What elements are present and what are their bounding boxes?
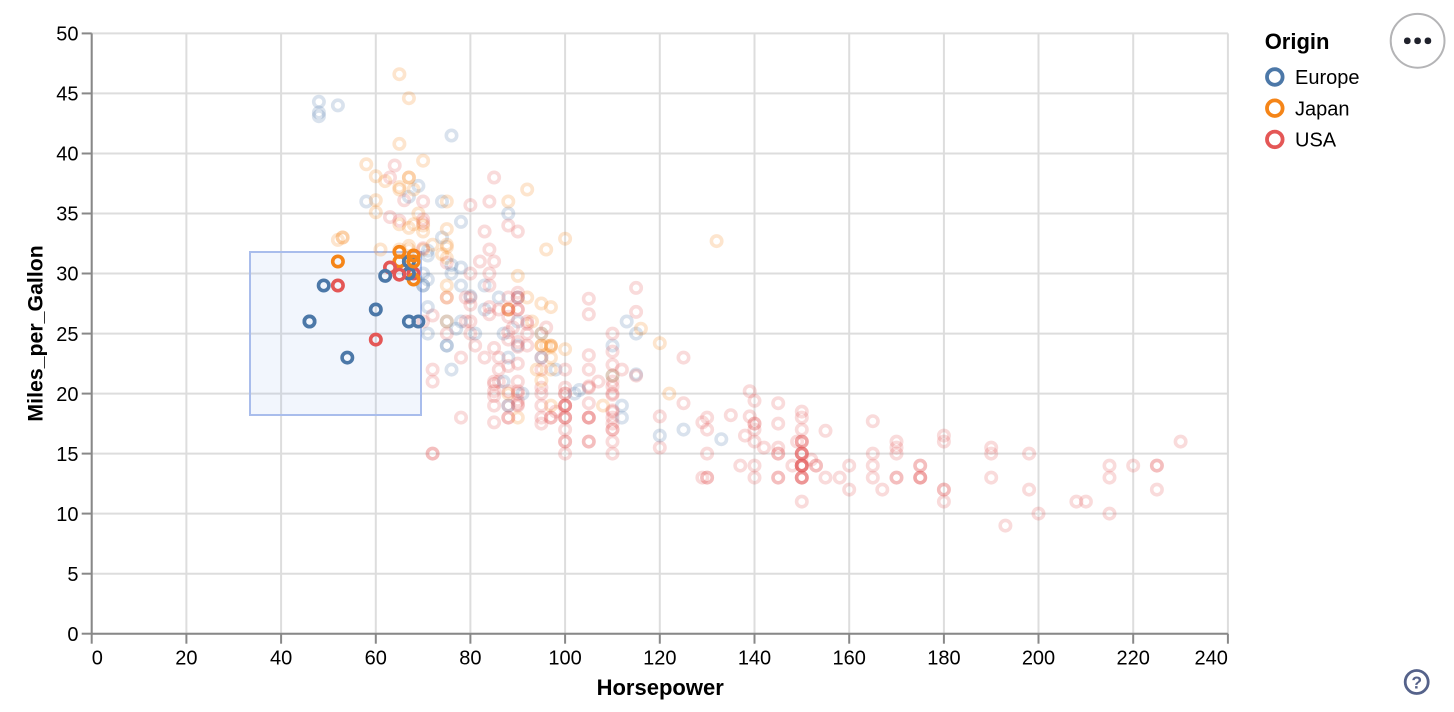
svg-text:200: 200 (1022, 648, 1055, 670)
svg-text:35: 35 (56, 204, 78, 226)
svg-text:10: 10 (56, 504, 78, 526)
svg-text:30: 30 (56, 264, 78, 286)
svg-text:120: 120 (643, 648, 676, 670)
svg-text:160: 160 (833, 648, 866, 670)
svg-text:100: 100 (548, 648, 581, 670)
svg-text:?: ? (1411, 673, 1422, 693)
svg-text:220: 220 (1117, 648, 1150, 670)
svg-text:140: 140 (738, 648, 771, 670)
svg-text:45: 45 (56, 84, 78, 106)
svg-text:Origin: Origin (1265, 29, 1330, 54)
svg-text:Miles_per_Gallon: Miles_per_Gallon (24, 245, 48, 421)
svg-text:40: 40 (270, 648, 292, 670)
svg-text:20: 20 (175, 648, 197, 670)
svg-text:Japan: Japan (1295, 98, 1350, 120)
svg-text:240: 240 (1195, 648, 1228, 670)
svg-text:15: 15 (56, 444, 78, 466)
svg-text:25: 25 (56, 324, 78, 346)
svg-text:0: 0 (92, 648, 103, 670)
svg-text:80: 80 (459, 648, 481, 670)
svg-text:20: 20 (56, 384, 78, 406)
svg-text:60: 60 (365, 648, 387, 670)
svg-text:50: 50 (56, 24, 78, 46)
svg-text:0: 0 (67, 624, 78, 646)
svg-text:180: 180 (927, 648, 960, 670)
svg-text:USA: USA (1295, 130, 1337, 152)
svg-text:40: 40 (56, 144, 78, 166)
svg-text:5: 5 (67, 564, 78, 586)
svg-text:Horsepower: Horsepower (597, 675, 725, 700)
svg-text:Europe: Europe (1295, 67, 1360, 89)
